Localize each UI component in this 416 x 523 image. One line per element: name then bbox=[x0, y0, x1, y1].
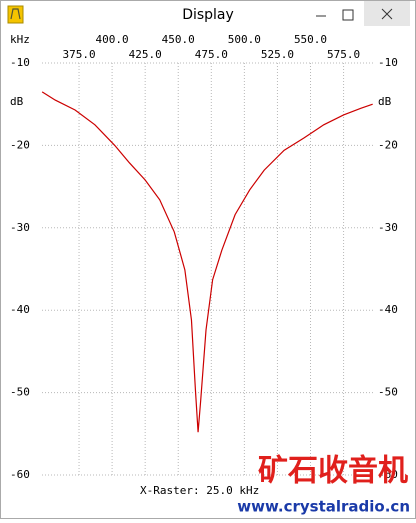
x-tick-label: 500.0 bbox=[228, 33, 261, 46]
y-tick-label-right: -20 bbox=[378, 138, 398, 151]
line-series bbox=[41, 91, 373, 433]
watermark-url: www.crystalradio.cn bbox=[237, 498, 410, 516]
y-tick-label: -40 bbox=[10, 303, 30, 316]
x-tick-label: 575.0 bbox=[327, 48, 360, 61]
app-icon-glyph bbox=[10, 8, 21, 20]
y-tick-label-right: -30 bbox=[378, 221, 398, 234]
x-tick-label: 475.0 bbox=[195, 48, 228, 61]
x-axis-unit: kHz bbox=[10, 33, 30, 46]
y-tick-label-right: -50 bbox=[378, 386, 398, 399]
y-tick-label: -30 bbox=[10, 221, 30, 234]
x-tick-label: 375.0 bbox=[62, 48, 95, 61]
annotation: X-Raster: 25.0 kHz bbox=[140, 484, 259, 497]
x-tick-label: 550.0 bbox=[294, 33, 327, 46]
y-axis-unit: dB bbox=[10, 95, 24, 108]
x-tick-label: 400.0 bbox=[96, 33, 129, 46]
x-tick-label: 525.0 bbox=[261, 48, 294, 61]
y-axis-unit-right: dB bbox=[378, 95, 392, 108]
app-icon[interactable] bbox=[7, 5, 24, 24]
maximize-button[interactable] bbox=[342, 9, 354, 21]
y-tick-label: -10 bbox=[10, 56, 30, 69]
y-tick-label-right: -10 bbox=[378, 56, 398, 69]
y-tick-label-right: -60 bbox=[378, 468, 398, 481]
x-tick-label: 425.0 bbox=[129, 48, 162, 61]
y-tick-label: -60 bbox=[10, 468, 30, 481]
window-title: Display bbox=[182, 7, 234, 23]
y-tick-label: -50 bbox=[10, 386, 30, 399]
x-tick-label: 450.0 bbox=[162, 33, 195, 46]
close-icon bbox=[381, 8, 393, 20]
y-tick-label-right: -40 bbox=[378, 303, 398, 316]
y-tick-label: -20 bbox=[10, 138, 30, 151]
watermark-title: 矿石收音机 bbox=[258, 454, 408, 489]
